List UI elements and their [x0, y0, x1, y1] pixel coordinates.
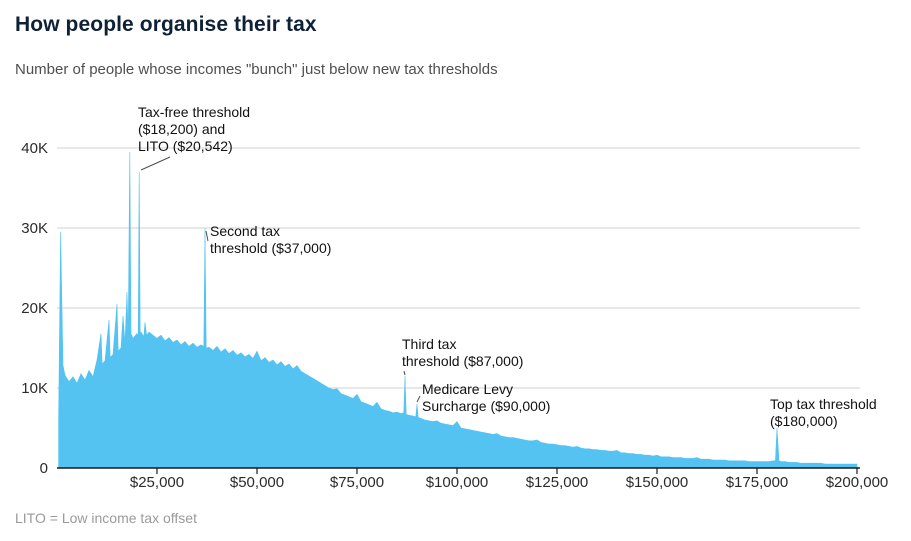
x-tick-label: $125,000 — [526, 474, 589, 491]
medicare-levy-annotation: Surcharge ($90,000) — [422, 398, 550, 414]
y-tick-label: 0 — [40, 460, 48, 477]
x-tick-label: $50,000 — [230, 474, 284, 491]
x-tick-label: $25,000 — [130, 474, 184, 491]
chart-subtitle: Number of people whose incomes "bunch" j… — [15, 61, 498, 78]
medicare-levy-annotation-leader-line — [416, 395, 421, 403]
chart-card: How people organise their tax Number of … — [15, 13, 889, 526]
top-threshold-annotation: Top tax threshold — [770, 396, 877, 412]
y-tick-label: 10K — [21, 380, 48, 397]
chart-title: How people organise their tax — [15, 13, 317, 36]
y-tick-label: 40K — [21, 140, 48, 157]
x-tick-label: $150,000 — [626, 474, 689, 491]
chart-footnote: LITO = Low income tax offset — [15, 510, 197, 526]
third-threshold-annotation: threshold ($87,000) — [402, 353, 523, 369]
x-tick-label: $75,000 — [330, 474, 384, 491]
tax-free-threshold-annotation: Tax-free threshold — [138, 104, 250, 120]
y-tick-label: 30K — [21, 220, 48, 237]
y-tick-label: 20K — [21, 300, 48, 317]
second-threshold-annotation: threshold ($37,000) — [210, 240, 331, 256]
top-threshold-annotation: ($180,000) — [770, 413, 838, 429]
tax-free-threshold-annotation-leader-line — [140, 156, 171, 171]
x-tick-label: $100,000 — [426, 474, 489, 491]
medicare-levy-annotation: Medicare Levy — [422, 381, 513, 397]
x-tick-label: $200,000 — [826, 474, 889, 491]
third-threshold-annotation: Third tax — [402, 336, 456, 352]
chart-svg: 0 10K 20K 30K 40K $25,000 $50,000 $75,000 $100,0… — [21, 104, 889, 491]
area-series — [58, 151, 858, 469]
second-threshold-annotation-leader-line — [205, 230, 209, 242]
third-threshold-annotation-leader-line — [403, 370, 406, 376]
tax-free-threshold-annotation: ($18,200) and — [138, 121, 225, 137]
x-tick-label: $175,000 — [726, 474, 789, 491]
tax-free-threshold-annotation: LITO ($20,542) — [138, 138, 233, 154]
second-threshold-annotation: Second tax — [210, 223, 280, 239]
